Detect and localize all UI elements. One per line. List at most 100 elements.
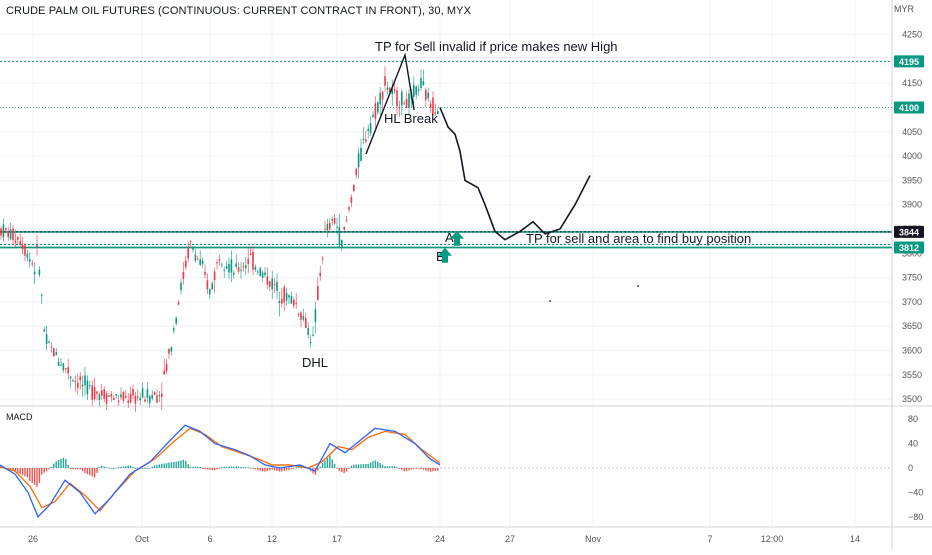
- macd-histogram-bar: [19, 468, 21, 475]
- candle-body: [50, 346, 53, 348]
- macd-histogram-bar: [113, 468, 115, 469]
- candle-body: [48, 341, 50, 343]
- macd-histogram-bar: [177, 461, 180, 468]
- macd-histogram-bar: [417, 468, 420, 469]
- time-axis-label: 17: [332, 534, 342, 544]
- macd-histogram-bar: [398, 468, 401, 469]
- candle-body: [353, 184, 355, 191]
- macd-histogram-bar: [319, 466, 321, 468]
- price-tick-label: 4000: [902, 151, 922, 161]
- macd-histogram-bar: [31, 468, 33, 483]
- candle-body: [261, 272, 264, 278]
- macd-histogram-bar: [29, 468, 31, 481]
- candle-body: [60, 364, 62, 366]
- macd-signal-line: [0, 427, 441, 512]
- candle-body: [271, 278, 273, 290]
- macd-histogram-bar: [403, 468, 405, 472]
- macd-histogram-bar: [108, 467, 110, 469]
- label-a: A: [445, 230, 454, 245]
- macd-histogram-bar: [132, 466, 134, 468]
- candle-body: [391, 86, 393, 95]
- macd-histogram-bar: [338, 468, 341, 471]
- candle-body: [432, 97, 434, 114]
- macd-histogram-bar: [161, 464, 163, 468]
- buy-arrow-icon: [438, 247, 452, 263]
- candle-body: [81, 384, 84, 387]
- macd-histogram-bar: [333, 463, 336, 468]
- candle-body: [381, 91, 384, 100]
- macd-title: MACD: [6, 412, 33, 422]
- macd-histogram-bar: [228, 466, 230, 468]
- macd-histogram-bar: [240, 466, 242, 468]
- macd-histogram-bar: [170, 462, 173, 468]
- macd-histogram-bar: [45, 468, 48, 472]
- macd-tick-label: 80: [908, 414, 918, 424]
- candle-body: [141, 388, 144, 398]
- candle-body: [273, 284, 276, 286]
- macd-histogram-bar: [26, 468, 29, 478]
- annotation-tp-buy: TP for sell and area to find buy positio…: [526, 231, 751, 246]
- candle-body: [245, 265, 247, 269]
- macd-histogram-bar: [343, 468, 345, 474]
- candle-body: [96, 391, 98, 394]
- macd-histogram-bar: [43, 468, 45, 473]
- macd-histogram-bar: [254, 468, 257, 470]
- currency-label: MYR: [894, 4, 914, 14]
- price-tick-label: 3750: [902, 273, 922, 283]
- candle-body: [300, 312, 302, 320]
- candle-body: [36, 245, 38, 247]
- macd-histogram-bar: [209, 468, 211, 470]
- candle-body: [129, 393, 132, 403]
- candle-body: [218, 259, 221, 261]
- time-axis-label: 12:00: [761, 534, 784, 544]
- candle-body: [221, 264, 223, 266]
- candle-body: [86, 380, 89, 395]
- macd-histogram-bar: [321, 462, 324, 468]
- macd-histogram-bar: [93, 468, 96, 478]
- candle-body: [242, 266, 245, 268]
- macd-histogram-bar: [247, 467, 249, 469]
- macd-histogram-bar: [137, 468, 139, 469]
- macd-histogram-bar: [110, 468, 113, 469]
- price-badge-label: 4100: [899, 103, 919, 113]
- time-axis-label: Oct: [135, 534, 150, 544]
- price-tick-label: 4250: [902, 30, 922, 40]
- macd-histogram-bar: [365, 463, 367, 468]
- macd-histogram-bar: [17, 468, 19, 473]
- candle-body: [89, 385, 91, 387]
- macd-histogram: [0, 455, 439, 487]
- candle-body: [377, 102, 379, 113]
- macd-histogram-bar: [264, 468, 266, 472]
- candle-body: [175, 317, 177, 324]
- macd-histogram-bar: [269, 468, 271, 471]
- label-b: B: [436, 249, 445, 264]
- macd-tick-label: 40: [908, 439, 918, 449]
- candle-body: [259, 268, 261, 276]
- time-axis-label: 6: [207, 534, 212, 544]
- candle-body: [139, 397, 141, 401]
- macd-histogram-bar: [288, 468, 290, 471]
- candle-body: [108, 395, 110, 397]
- price-tick-label: 3650: [902, 321, 922, 331]
- candle-body: [257, 271, 259, 273]
- price-badge: [894, 241, 924, 254]
- annotation-tp-sell: TP for Sell invalid if price makes new H…: [375, 39, 618, 54]
- macd-histogram-bar: [175, 461, 177, 468]
- macd-histogram-bar: [324, 460, 326, 468]
- macd-histogram-bar: [230, 466, 233, 468]
- candle-body: [5, 228, 7, 230]
- candle-body: [350, 197, 353, 203]
- macd-histogram-bar: [350, 465, 353, 468]
- candle-body: [420, 77, 422, 88]
- candle-body: [72, 380, 74, 382]
- candle-body: [12, 228, 14, 241]
- macd-histogram-bar: [194, 466, 197, 468]
- macd-histogram-bar: [273, 468, 276, 471]
- macd-histogram-bar: [185, 460, 187, 468]
- candle-body: [295, 303, 297, 305]
- candle-body: [384, 76, 386, 86]
- candle-body: [324, 228, 326, 230]
- macd-histogram-bar: [153, 465, 156, 468]
- candle-body: [357, 153, 360, 168]
